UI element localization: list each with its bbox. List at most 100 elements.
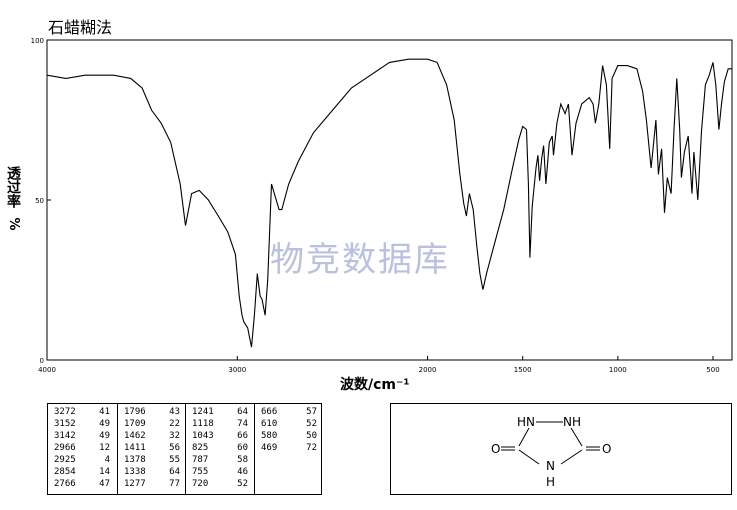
peak-wavenumber: 610 — [261, 419, 278, 429]
peak-row: 1411 56 — [124, 442, 181, 454]
peak-wavenumber: 755 — [192, 467, 209, 477]
peak-transmittance: 57 — [306, 407, 317, 417]
peak-wavenumber: 2766 — [54, 479, 76, 489]
peak-transmittance: 50 — [306, 431, 317, 441]
peak-column: 1796 43 1709 22 1462 32 1411 56 1378 55 1338 64 1277… — [118, 404, 186, 494]
x-tick-label: 3000 — [228, 366, 246, 374]
peak-wavenumber: 1796 — [124, 407, 146, 417]
peak-row: 787 58 — [192, 454, 250, 466]
peak-row: 1241 64 — [192, 406, 250, 418]
peak-wavenumber: 469 — [261, 443, 278, 453]
peak-row: 1338 64 — [124, 466, 181, 478]
y-axis-label: 透过率 % — [2, 166, 24, 232]
peak-row: 610 52 — [261, 418, 317, 430]
peak-row: 1709 22 — [124, 418, 181, 430]
peak-transmittance: 49 — [99, 431, 110, 441]
x-tick-label: 1500 — [514, 366, 532, 374]
y-axis-ticks: 100 50 0 — [31, 37, 51, 365]
peak-row: 720 52 — [192, 478, 250, 490]
y-axis-label-text: 透过率 — [5, 166, 21, 208]
peak-wavenumber: 2925 — [54, 455, 76, 465]
peak-wavenumber: 1462 — [124, 431, 146, 441]
peak-wavenumber: 3272 — [54, 407, 76, 417]
peak-row: 1462 32 — [124, 430, 181, 442]
structure-box: HN NH O O N H — [390, 403, 732, 495]
atom-nh-right: NH — [563, 415, 581, 429]
peak-transmittance: 46 — [237, 467, 248, 477]
peak-wavenumber: 825 — [192, 443, 209, 453]
peak-wavenumber: 1277 — [124, 479, 146, 489]
atom-o-right: O — [602, 442, 611, 456]
peak-column: 1241 64 1118 74 1043 66 825 60 787 58 755 46 720 52 — [186, 404, 255, 494]
peak-transmittance: 22 — [169, 419, 180, 429]
x-axis-ticks: 4000 3000 2000 1500 1000 500 — [38, 356, 720, 374]
peak-transmittance: 60 — [237, 443, 248, 453]
plot-frame — [46, 39, 733, 361]
peak-wavenumber: 720 — [192, 479, 209, 489]
y-tick-label: 0 — [40, 357, 44, 365]
peak-transmittance: 74 — [237, 419, 248, 429]
structure-diagram: HN NH O O N H — [491, 415, 611, 489]
peak-row: 1043 66 — [192, 430, 250, 442]
peak-transmittance: 64 — [169, 467, 180, 477]
y-tick-label: 50 — [35, 197, 44, 205]
x-tick-label: 1000 — [609, 366, 627, 374]
peak-transmittance: 56 — [169, 443, 180, 453]
peak-row: 755 46 — [192, 466, 250, 478]
peak-row: 666 57 — [261, 406, 317, 418]
peak-row: 1118 74 — [192, 418, 250, 430]
peak-wavenumber: 1378 — [124, 455, 146, 465]
peak-transmittance: 47 — [99, 479, 110, 489]
peak-transmittance: 72 — [306, 443, 317, 453]
peak-row: 1378 55 — [124, 454, 181, 466]
x-tick-label: 2000 — [419, 366, 437, 374]
peak-wavenumber: 1043 — [192, 431, 214, 441]
peak-transmittance: 32 — [169, 431, 180, 441]
atom-o-left: O — [491, 442, 500, 456]
peak-wavenumber: 2966 — [54, 443, 76, 453]
peak-wavenumber: 1241 — [192, 407, 214, 417]
structure-bonds — [501, 421, 600, 465]
peak-row: 3272 41 — [54, 406, 113, 418]
atom-n-bottom: N — [546, 459, 555, 473]
peak-row: 469 72 — [261, 442, 317, 454]
watermark-text: 物竞数据库 — [270, 240, 450, 280]
peak-table: 3272 41 3152 49 3142 49 2966 12 2925 4 2854 14 2766 4… — [47, 403, 322, 495]
peak-transmittance: 52 — [237, 479, 248, 489]
peak-wavenumber: 1118 — [192, 419, 214, 429]
peak-row: 825 60 — [192, 442, 250, 454]
peak-transmittance: 49 — [99, 419, 110, 429]
peak-transmittance: 58 — [237, 455, 248, 465]
peak-row: 580 50 — [261, 430, 317, 442]
peak-transmittance: 66 — [237, 431, 248, 441]
peak-wavenumber: 3142 — [54, 431, 76, 441]
peak-transmittance: 12 — [99, 443, 110, 453]
atom-h-bottom: H — [546, 475, 555, 489]
peak-row: 2766 47 — [54, 478, 113, 490]
peak-wavenumber: 787 — [192, 455, 209, 465]
y-tick-label: 100 — [31, 37, 44, 45]
peak-transmittance: 55 — [169, 455, 180, 465]
peak-wavenumber: 580 — [261, 431, 278, 441]
peak-transmittance: 4 — [104, 455, 110, 465]
peak-column: 3272 41 3152 49 3142 49 2966 12 2925 4 2854 14 2766 4… — [48, 404, 118, 494]
peak-row: 2854 14 — [54, 466, 113, 478]
chart-title: 石蜡糊法 — [48, 18, 113, 37]
peak-wavenumber: 3152 — [54, 419, 76, 429]
peak-wavenumber: 2854 — [54, 467, 76, 477]
peak-row: 3142 49 — [54, 430, 113, 442]
peak-wavenumber: 1411 — [124, 443, 146, 453]
peak-row: 2925 4 — [54, 454, 113, 466]
peak-wavenumber: 1709 — [124, 419, 146, 429]
peak-transmittance: 64 — [237, 407, 248, 417]
peak-wavenumber: 1338 — [124, 467, 146, 477]
peak-transmittance: 41 — [99, 407, 110, 417]
x-tick-label: 500 — [706, 366, 719, 374]
x-axis-label: 波数/cm⁻¹ — [340, 377, 410, 393]
atom-nh-left: HN — [517, 415, 535, 429]
peak-row: 3152 49 — [54, 418, 113, 430]
peak-row: 1277 77 — [124, 478, 181, 490]
peak-transmittance: 14 — [99, 467, 110, 477]
peak-transmittance: 77 — [169, 479, 180, 489]
